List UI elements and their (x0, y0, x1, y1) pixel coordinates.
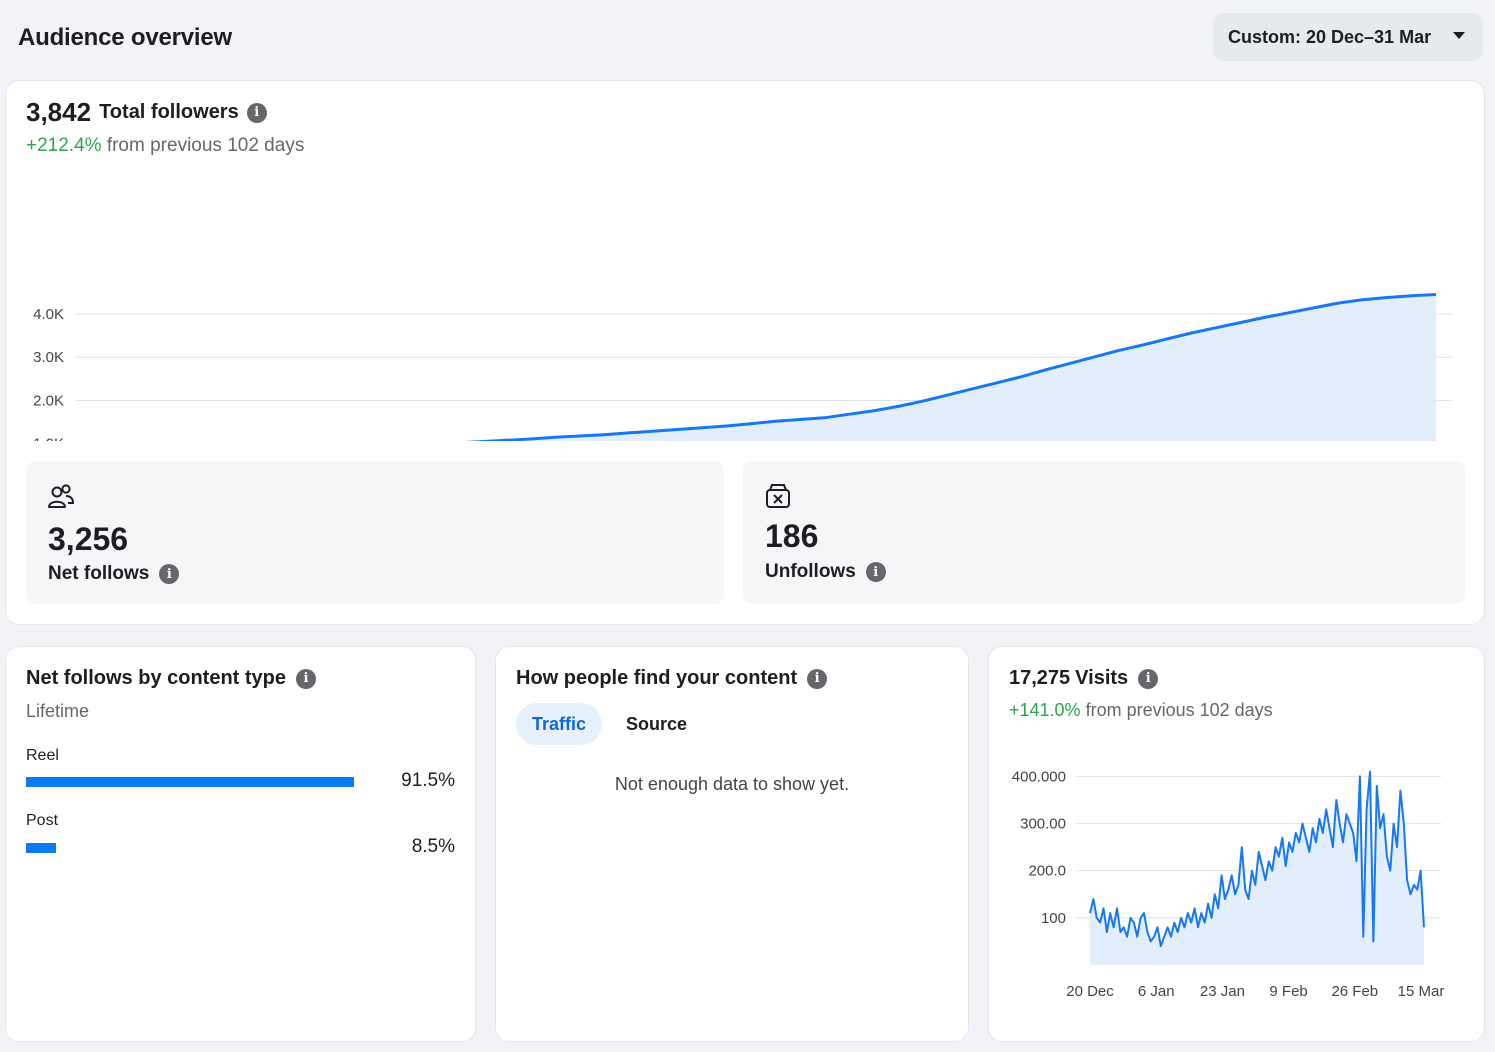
visits-change-pct: +141.0% (1009, 700, 1081, 720)
x-tick-label: 9 Feb (1269, 983, 1307, 1000)
x-tick-label: 23 Jan (1200, 983, 1245, 1000)
visits-card: 17,275 Visits i +141.0% from previous 10… (988, 646, 1485, 1042)
info-icon[interactable]: i (159, 564, 180, 584)
unfollows-box: 186 Unfollows i (743, 461, 1465, 604)
content-type-subtitle: Lifetime (26, 701, 90, 721)
visits-title-row: 17,275 Visits i (1009, 667, 1159, 690)
y-tick-label: 400.000 (1012, 768, 1066, 785)
unfollow-inbox-icon (766, 484, 790, 508)
area-fill (492, 294, 1436, 441)
post-bar (26, 843, 57, 853)
info-icon[interactable]: i (807, 668, 828, 689)
info-icon[interactable]: i (296, 668, 317, 689)
total-followers-label: Total followers (99, 101, 239, 123)
followers-change-pct: +212.4% (26, 135, 102, 156)
net-follows-box: 3,256 Net follows i (26, 461, 724, 604)
reel-label: Reel (26, 747, 59, 764)
empty-state-message: Not enough data to show yet. (614, 774, 850, 794)
visits-change-suffix: from previous 102 days (1085, 700, 1273, 720)
visits-area-chart: 400.000 300.00 200.0 100 20 Dec 6 Jan 23 Jan 9 … (1012, 768, 1445, 1000)
y-tick-label: 3.0K (33, 349, 64, 366)
series-line (1089, 770, 1425, 948)
discovery-title-row: How people find your content i (516, 667, 828, 690)
y-tick-label: 100 (1041, 910, 1066, 927)
page-title: Audience overview (18, 24, 233, 51)
tab-traffic[interactable]: Traffic (516, 703, 603, 745)
reel-bar (26, 777, 354, 787)
visits-label: Visits (1075, 667, 1129, 689)
content-type-card: Net follows by content type i Lifetime R… (5, 646, 476, 1042)
visits-total: 17,275 (1009, 667, 1071, 689)
x-tick-label: 15 Mar (1398, 983, 1445, 1000)
net-follows-label: Net follows (48, 563, 150, 584)
net-follows-label-row: Net follows i (48, 563, 180, 585)
followers-change-suffix: from previous 102 days (106, 135, 305, 156)
date-range-dropdown[interactable]: Custom: 20 Dec–31 Mar (1213, 13, 1483, 61)
x-tick-label: 26 Feb (1331, 983, 1378, 1000)
y-tick-label: 200.0 (1028, 863, 1066, 880)
post-label: Post (26, 812, 59, 829)
y-tick-label: 2.0K (33, 392, 64, 409)
discovery-card: How people find your content i Traffic S… (495, 646, 969, 1042)
y-tick-label: 300.00 (1020, 816, 1066, 833)
content-type-title-row: Net follows by content type i (26, 667, 317, 690)
reel-percent: 91.5% (401, 770, 455, 791)
header-bar: Audience overview Custom: 20 Dec–31 Mar (0, 0, 1495, 80)
x-tick-label: 6 Jan (1138, 983, 1175, 1000)
discovery-title: How people find your content (516, 667, 798, 689)
visits-change: +141.0% from previous 102 days (1009, 700, 1273, 721)
x-tick-label: 20 Dec (1066, 983, 1114, 1000)
tab-source[interactable]: Source (610, 703, 703, 745)
date-range-label: Custom: 20 Dec–31 Mar (1228, 26, 1432, 47)
followers-change: +212.4% from previous 102 days (26, 135, 304, 157)
unfollows-label-row: Unfollows i (765, 561, 886, 583)
info-icon[interactable]: i (1138, 668, 1159, 689)
net-follows-value: 3,256 (48, 521, 129, 557)
discovery-tabs: Traffic Source (516, 703, 703, 745)
content-type-title: Net follows by content type (26, 667, 287, 689)
post-bar-track (26, 843, 384, 853)
total-followers-heading: 3,842 Total followers i (26, 97, 267, 128)
series-line (464, 293, 1437, 441)
area-fill (1090, 771, 1424, 965)
reel-bar-track (26, 777, 384, 787)
y-tick-label: 4.0K (33, 306, 64, 323)
unfollows-value: 186 (765, 518, 819, 554)
info-icon[interactable]: i (246, 102, 267, 123)
total-followers-value: 3,842 (26, 97, 92, 127)
people-icon (48, 484, 75, 508)
caret-down-icon (1453, 32, 1465, 39)
y-tick-label: 1.0K (33, 436, 64, 441)
unfollows-label: Unfollows (765, 561, 856, 582)
post-percent: 8.5% (411, 836, 455, 857)
info-icon[interactable]: i (865, 562, 886, 582)
total-followers-card: 3,842 Total followers i +212.4% from pre… (5, 80, 1485, 625)
